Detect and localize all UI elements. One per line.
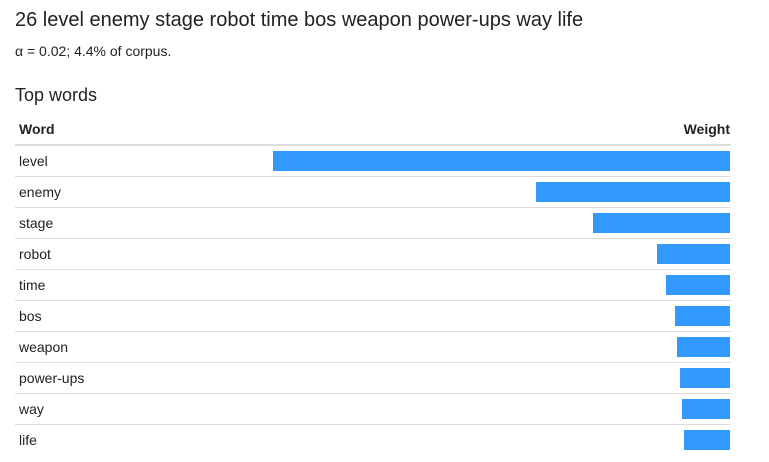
weight-bar — [273, 151, 730, 171]
weight-cell — [259, 207, 731, 239]
column-header-weight: Weight — [259, 114, 731, 146]
weight-cell — [259, 300, 731, 332]
bar-track — [259, 275, 731, 295]
table-row: stage — [15, 207, 731, 239]
word-label: bos — [15, 300, 259, 332]
table-row: way — [15, 393, 731, 425]
word-label: life — [19, 432, 37, 448]
weight-bar — [593, 213, 730, 233]
table-row: level — [15, 145, 731, 177]
word-label: robot — [15, 238, 259, 270]
table-row: time — [15, 269, 731, 301]
weight-cell — [259, 176, 731, 208]
weight-bar — [677, 337, 730, 357]
table-row: robot — [15, 238, 731, 270]
table-body: level enemy stage robot time bos weapon power-u… — [15, 145, 731, 455]
bar-track — [259, 244, 731, 264]
table-row: power-ups — [15, 362, 731, 394]
bar-track — [259, 430, 731, 450]
word-label: stage — [15, 207, 259, 239]
weight-cell — [259, 145, 731, 177]
table-row: bos — [15, 300, 731, 332]
top-words-table: Word Weight level enemy stage robot time bos w… — [15, 114, 731, 455]
word-label: weapon — [15, 331, 259, 363]
table-row: enemy — [15, 176, 731, 208]
bar-track — [259, 337, 731, 357]
weight-bar — [675, 306, 730, 326]
section-heading: Top words — [15, 85, 98, 105]
weight-cell — [259, 425, 731, 456]
bar-track — [259, 213, 731, 233]
word-label: power-ups — [15, 362, 259, 394]
weight-cell — [259, 393, 731, 425]
weight-bar — [682, 399, 730, 419]
weight-cell — [259, 331, 731, 363]
bar-track — [259, 182, 731, 202]
bar-track — [259, 368, 731, 388]
word-label: level — [15, 145, 259, 177]
word-label: way — [15, 393, 259, 425]
weight-bar — [684, 430, 730, 450]
bar-track — [259, 399, 731, 419]
weight-bar — [666, 275, 730, 295]
word-label: enemy — [15, 176, 259, 208]
topic-title: 26 level enemy stage robot time bos weap… — [15, 9, 584, 31]
weight-cell — [259, 238, 731, 270]
weight-cell — [259, 362, 731, 394]
bar-track — [259, 306, 731, 326]
bar-track — [259, 151, 731, 171]
weight-bar — [536, 182, 730, 202]
weight-bar — [657, 244, 730, 264]
weight-bar — [680, 368, 730, 388]
weight-cell — [259, 269, 731, 301]
table-row: life — [15, 425, 731, 456]
topic-subtitle: α = 0.02; 4.4% of corpus. — [15, 43, 172, 59]
word-label: time — [15, 269, 259, 301]
table-row: weapon — [15, 331, 731, 363]
column-header-word: Word — [15, 114, 259, 146]
table-header-row: Word Weight — [15, 114, 731, 146]
